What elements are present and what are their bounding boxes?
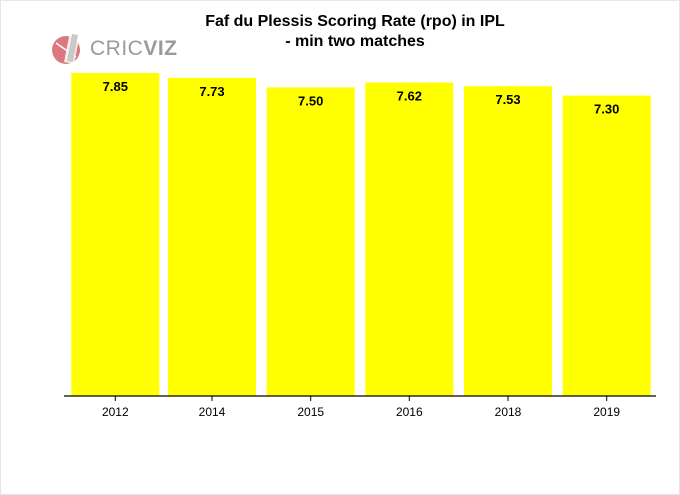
bar-2018 xyxy=(464,86,552,396)
data-label-2018: 7.53 xyxy=(495,92,520,107)
logo-text: CRICVIZ xyxy=(90,37,178,60)
chart-title: Faf du Plessis Scoring Rate (rpo) in IPL… xyxy=(190,12,520,52)
bar-2016 xyxy=(365,82,454,396)
bar-2019 xyxy=(562,95,651,396)
data-label-2016: 7.62 xyxy=(397,89,422,104)
x-tick-label-2019: 2019 xyxy=(593,405,620,419)
chart-title-line-1: Faf du Plessis Scoring Rate (rpo) in IPL xyxy=(205,13,505,30)
data-label-2019: 7.30 xyxy=(594,102,619,117)
x-tick-label-2012: 2012 xyxy=(102,405,129,419)
x-tick-label-2016: 2016 xyxy=(396,405,423,419)
x-tick-label-2018: 2018 xyxy=(495,405,522,419)
bar-2015 xyxy=(266,87,355,397)
bar-2014 xyxy=(168,77,256,397)
x-tick-label-2015: 2015 xyxy=(297,405,324,419)
cricket-ball-icon xyxy=(52,32,80,64)
data-label-2012: 7.85 xyxy=(103,79,128,94)
data-label-2015: 7.50 xyxy=(298,93,323,108)
x-tick-label-2014: 2014 xyxy=(199,405,226,419)
bar-2012 xyxy=(71,73,160,396)
data-label-2014: 7.73 xyxy=(199,84,224,99)
chart-title-line-2: - min two matches xyxy=(285,33,425,50)
cricviz-logo: CRICVIZ xyxy=(50,30,190,70)
